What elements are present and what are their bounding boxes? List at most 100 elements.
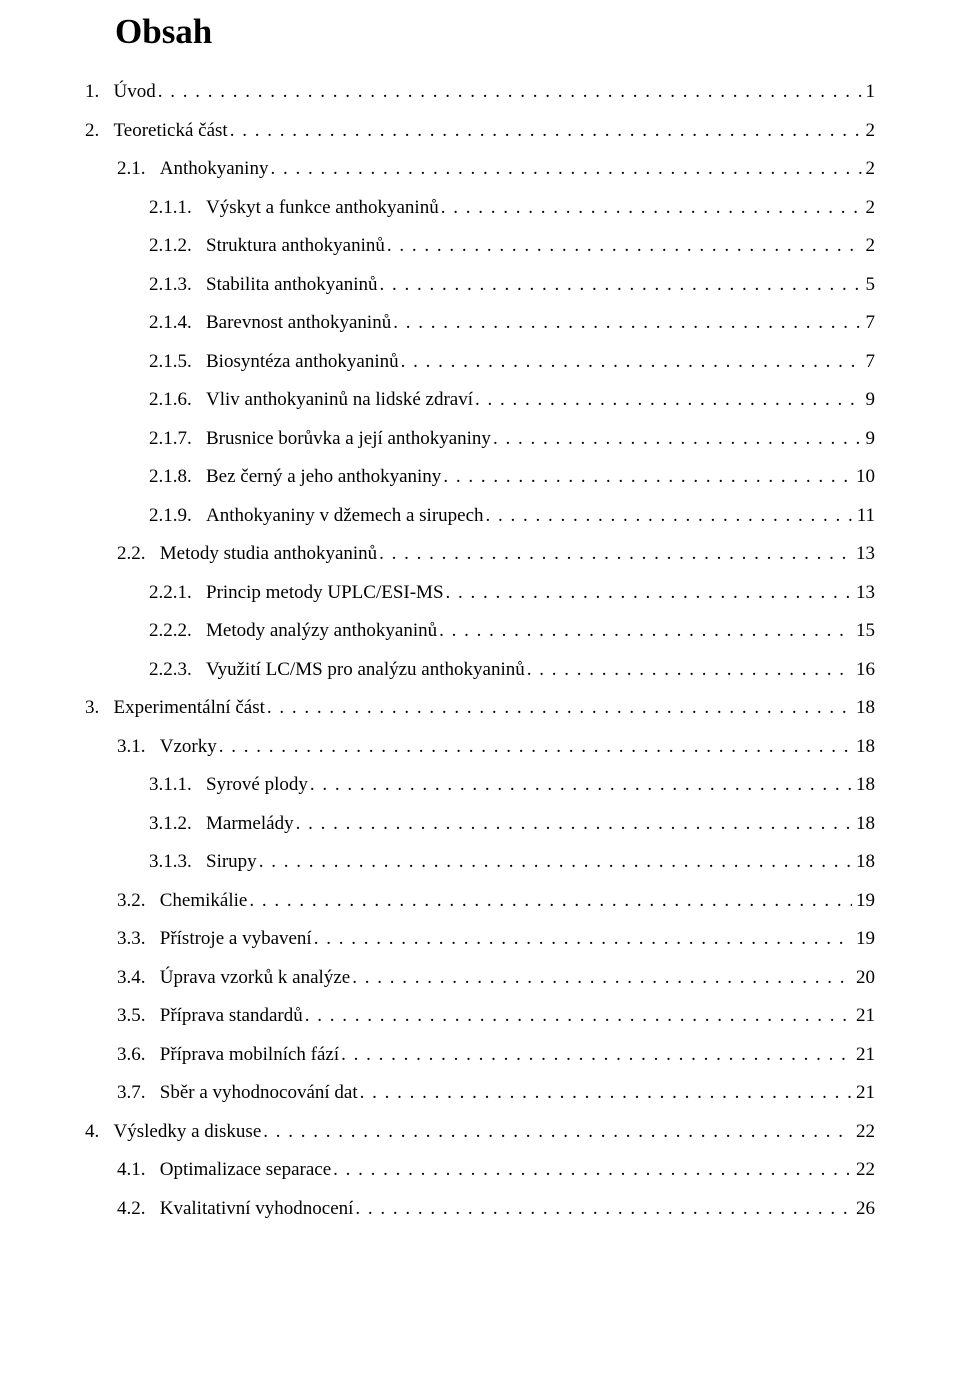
toc-entry-separator	[192, 775, 206, 794]
toc-entry-number: 3.	[85, 698, 99, 717]
toc-entry-leader-dots: . . . . . . . . . . . . . . . . . . . . …	[385, 236, 862, 255]
toc-entry-page: 18	[852, 737, 875, 756]
toc-entry-label: Využití LC/MS pro analýzu anthokyaninů	[206, 660, 525, 679]
toc-entry-label: Struktura anthokyaninů	[206, 236, 385, 255]
toc-entry-separator	[99, 698, 113, 717]
toc-entry-number: 1.	[85, 82, 99, 101]
toc-entry-separator	[192, 275, 206, 294]
toc-entry-number: 2.	[85, 121, 99, 140]
toc-entry-label: Přístroje a vybavení	[160, 929, 312, 948]
toc-entry-label: Syrové plody	[206, 775, 308, 794]
toc-entry: 3.4. Úprava vzorků k analýze. . . . . . …	[85, 968, 875, 987]
toc-entry: 3.1. Vzorky. . . . . . . . . . . . . . .…	[85, 737, 875, 756]
toc-entry-page: 19	[852, 891, 875, 910]
toc-entry-number: 2.1.9.	[149, 506, 192, 525]
toc-entry-number: 3.1.1.	[149, 775, 192, 794]
toc-entry-label: Sirupy	[206, 852, 257, 871]
toc-entry-leader-dots: . . . . . . . . . . . . . . . . . . . . …	[217, 737, 852, 756]
toc-entry-page: 19	[852, 929, 875, 948]
toc-entry: 4. Výsledky a diskuse. . . . . . . . . .…	[85, 1122, 875, 1141]
toc-entry: 3.6. Příprava mobilních fází. . . . . . …	[85, 1045, 875, 1064]
toc-entry-label: Chemikálie	[160, 891, 248, 910]
toc-entry-label: Biosyntéza anthokyaninů	[206, 352, 399, 371]
toc-entry-page: 13	[852, 544, 875, 563]
toc-entry-separator	[146, 1006, 160, 1025]
toc-entry-separator	[192, 852, 206, 871]
toc-entry-page: 2	[862, 121, 876, 140]
toc-entry-leader-dots: . . . . . . . . . . . . . . . . . . . . …	[261, 1122, 852, 1141]
toc-entry-leader-dots: . . . . . . . . . . . . . . . . . . . . …	[473, 390, 862, 409]
toc-entry: 2. Teoretická část. . . . . . . . . . . …	[85, 121, 875, 140]
toc-entry-page: 7	[862, 352, 876, 371]
toc-entry-number: 3.1.	[117, 737, 146, 756]
toc-entry-separator	[146, 968, 160, 987]
toc-entry: 3.1.3. Sirupy. . . . . . . . . . . . . .…	[85, 852, 875, 871]
toc-entry-number: 2.1.3.	[149, 275, 192, 294]
toc-entry: 2.1.9. Anthokyaniny v džemech a sirupech…	[85, 506, 875, 525]
toc-entry-label: Marmelády	[206, 814, 294, 833]
toc-entry-separator	[146, 1160, 160, 1179]
toc-entry-page: 20	[852, 968, 875, 987]
toc-entry-leader-dots: . . . . . . . . . . . . . . . . . . . . …	[350, 968, 852, 987]
toc-entry-separator	[146, 891, 160, 910]
toc-entry-leader-dots: . . . . . . . . . . . . . . . . . . . . …	[439, 198, 862, 217]
toc-entry: 3.1.1. Syrové plody. . . . . . . . . . .…	[85, 775, 875, 794]
toc-entry-separator	[146, 1199, 160, 1218]
toc-entry-leader-dots: . . . . . . . . . . . . . . . . . . . . …	[247, 891, 852, 910]
toc-entry: 2.2.2. Metody analýzy anthokyaninů. . . …	[85, 621, 875, 640]
toc-entry-page: 13	[852, 583, 875, 602]
toc-entry-page: 22	[852, 1122, 875, 1141]
toc-entry-page: 9	[862, 429, 876, 448]
toc-entry-label: Výskyt a funkce anthokyaninů	[206, 198, 439, 217]
toc-entry-separator	[192, 660, 206, 679]
toc-entry-label: Anthokyaniny	[160, 159, 269, 178]
table-of-contents: 1. Úvod. . . . . . . . . . . . . . . . .…	[85, 82, 875, 1218]
toc-entry-page: 15	[852, 621, 875, 640]
toc-entry: 3.2. Chemikálie. . . . . . . . . . . . .…	[85, 891, 875, 910]
toc-entry-number: 3.1.2.	[149, 814, 192, 833]
toc-entry-leader-dots: . . . . . . . . . . . . . . . . . . . . …	[441, 467, 852, 486]
toc-entry: 3. Experimentální část. . . . . . . . . …	[85, 698, 875, 717]
toc-entry: 2.1.7. Brusnice borůvka a její anthokyan…	[85, 429, 875, 448]
toc-entry-separator	[192, 390, 206, 409]
toc-entry-label: Teoretická část	[114, 121, 228, 140]
toc-entry-leader-dots: . . . . . . . . . . . . . . . . . . . . …	[525, 660, 852, 679]
toc-entry-number: 2.2.2.	[149, 621, 192, 640]
toc-entry: 2.1.3. Stabilita anthokyaninů. . . . . .…	[85, 275, 875, 294]
toc-entry-number: 3.2.	[117, 891, 146, 910]
toc-entry-number: 2.1.4.	[149, 313, 192, 332]
toc-entry-label: Anthokyaniny v džemech a sirupech	[206, 506, 484, 525]
toc-entry-page: 22	[852, 1160, 875, 1179]
toc-entry-leader-dots: . . . . . . . . . . . . . . . . . . . . …	[353, 1199, 852, 1218]
toc-entry: 2.1.2. Struktura anthokyaninů. . . . . .…	[85, 236, 875, 255]
toc-entry-page: 21	[852, 1006, 875, 1025]
toc-entry-number: 2.1.8.	[149, 467, 192, 486]
toc-entry-separator	[192, 198, 206, 217]
toc-entry-number: 3.3.	[117, 929, 146, 948]
toc-entry-separator	[99, 82, 113, 101]
toc-entry-separator	[146, 1083, 160, 1102]
toc-entry-leader-dots: . . . . . . . . . . . . . . . . . . . . …	[339, 1045, 852, 1064]
toc-entry-number: 2.1.7.	[149, 429, 192, 448]
toc-entry-separator	[146, 929, 160, 948]
toc-entry-number: 4.	[85, 1122, 99, 1141]
toc-entry-page: 2	[862, 198, 876, 217]
toc-entry-leader-dots: . . . . . . . . . . . . . . . . . . . . …	[268, 159, 861, 178]
toc-entry-leader-dots: . . . . . . . . . . . . . . . . . . . . …	[491, 429, 862, 448]
toc-entry-label: Optimalizace separace	[160, 1160, 331, 1179]
toc-entry-leader-dots: . . . . . . . . . . . . . . . . . . . . …	[156, 82, 862, 101]
toc-entry-page: 11	[853, 506, 875, 525]
toc-entry-separator	[192, 583, 206, 602]
toc-entry-leader-dots: . . . . . . . . . . . . . . . . . . . . …	[303, 1006, 852, 1025]
toc-entry-leader-dots: . . . . . . . . . . . . . . . . . . . . …	[399, 352, 862, 371]
toc-entry-page: 18	[852, 775, 875, 794]
toc-entry-separator	[146, 159, 160, 178]
toc-entry-label: Vzorky	[160, 737, 217, 756]
toc-entry-number: 3.4.	[117, 968, 146, 987]
toc-entry-number: 2.2.3.	[149, 660, 192, 679]
toc-entry: 3.1.2. Marmelády. . . . . . . . . . . . …	[85, 814, 875, 833]
toc-entry-number: 2.2.1.	[149, 583, 192, 602]
toc-entry-number: 4.2.	[117, 1199, 146, 1218]
toc-entry-number: 4.1.	[117, 1160, 146, 1179]
toc-entry-label: Vliv anthokyaninů na lidské zdraví	[206, 390, 473, 409]
